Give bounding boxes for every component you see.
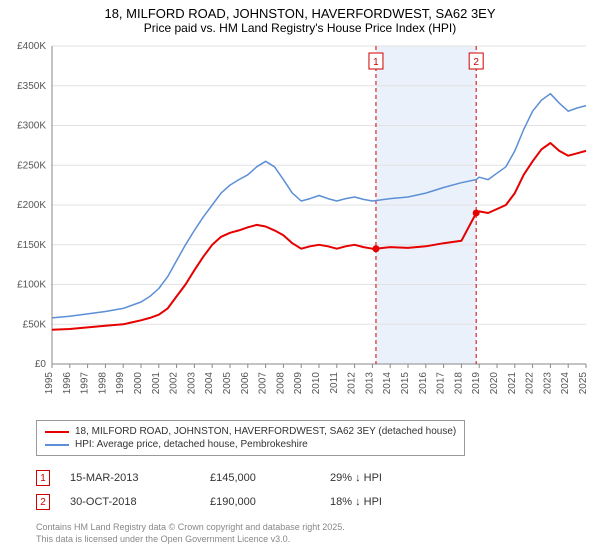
marker-badge-2: 2	[36, 494, 50, 510]
marker-badge-1: 1	[36, 470, 50, 486]
svg-text:2002: 2002	[169, 372, 180, 395]
chart-container: 18, MILFORD ROAD, JOHNSTON, HAVERFORDWES…	[0, 0, 600, 560]
svg-text:2003: 2003	[186, 372, 197, 395]
marker-row-1: 1 15-MAR-2013 £145,000 29% ↓ HPI	[36, 466, 430, 490]
svg-text:1997: 1997	[80, 372, 91, 395]
chart-svg: £0 £50K £100K £150K £200K £250K £300K £350K £400…	[0, 40, 600, 410]
svg-text:2024: 2024	[560, 372, 571, 395]
svg-text:2020: 2020	[489, 372, 500, 395]
svg-text:2019: 2019	[471, 372, 482, 395]
legend: 18, MILFORD ROAD, JOHNSTON, HAVERFORDWES…	[36, 420, 465, 456]
chart-area: £0 £50K £100K £150K £200K £250K £300K £350K £400…	[0, 40, 600, 410]
svg-text:2005: 2005	[222, 372, 233, 395]
svg-text:2015: 2015	[400, 372, 411, 395]
svg-text:1995: 1995	[44, 372, 55, 395]
svg-text:2022: 2022	[525, 372, 536, 395]
marker-pct-2: 18% ↓ HPI	[330, 496, 430, 508]
attribution: Contains HM Land Registry data © Crown c…	[36, 522, 345, 545]
legend-item-price-paid: 18, MILFORD ROAD, JOHNSTON, HAVERFORDWES…	[45, 425, 456, 438]
svg-text:2013: 2013	[364, 372, 375, 395]
svg-text:2000: 2000	[133, 372, 144, 395]
svg-text:2012: 2012	[347, 372, 358, 395]
marker-date-2: 30-OCT-2018	[70, 496, 210, 508]
legend-item-hpi: HPI: Average price, detached house, Pemb…	[45, 438, 456, 451]
marker-table: 1 15-MAR-2013 £145,000 29% ↓ HPI 2 30-OC…	[36, 466, 430, 514]
svg-text:£250K: £250K	[17, 160, 46, 171]
attribution-line1: Contains HM Land Registry data © Crown c…	[36, 522, 345, 534]
attribution-line2: This data is licensed under the Open Gov…	[36, 534, 345, 546]
svg-text:£150K: £150K	[17, 240, 46, 251]
svg-text:2023: 2023	[542, 372, 553, 395]
title-line1: 18, MILFORD ROAD, JOHNSTON, HAVERFORDWES…	[10, 6, 590, 21]
svg-text:£350K: £350K	[17, 81, 46, 92]
svg-text:2009: 2009	[293, 372, 304, 395]
svg-text:2004: 2004	[204, 372, 215, 395]
legend-label-hpi: HPI: Average price, detached house, Pemb…	[75, 439, 308, 450]
svg-text:2006: 2006	[240, 372, 251, 395]
svg-text:2014: 2014	[382, 372, 393, 395]
svg-text:1: 1	[373, 57, 379, 68]
svg-text:2008: 2008	[275, 372, 286, 395]
svg-text:1999: 1999	[115, 372, 126, 395]
svg-text:2018: 2018	[453, 372, 464, 395]
svg-text:2017: 2017	[436, 372, 447, 395]
legend-swatch-hpi	[45, 444, 69, 446]
svg-text:2007: 2007	[258, 372, 269, 395]
marker-date-1: 15-MAR-2013	[70, 472, 210, 484]
svg-text:2: 2	[473, 57, 479, 68]
title-line2: Price paid vs. HM Land Registry's House …	[10, 21, 590, 35]
svg-text:£50K: £50K	[23, 319, 47, 330]
svg-text:2010: 2010	[311, 372, 322, 395]
svg-text:2011: 2011	[329, 372, 340, 394]
legend-swatch-price-paid	[45, 431, 69, 433]
svg-text:1996: 1996	[62, 372, 73, 395]
svg-text:£0: £0	[35, 359, 47, 370]
legend-label-price-paid: 18, MILFORD ROAD, JOHNSTON, HAVERFORDWES…	[75, 426, 456, 437]
svg-text:2016: 2016	[418, 372, 429, 395]
svg-text:£300K: £300K	[17, 121, 46, 132]
svg-text:£100K: £100K	[17, 280, 46, 291]
marker-row-2: 2 30-OCT-2018 £190,000 18% ↓ HPI	[36, 490, 430, 514]
title-block: 18, MILFORD ROAD, JOHNSTON, HAVERFORDWES…	[0, 0, 600, 39]
svg-text:£400K: £400K	[17, 41, 46, 52]
marker-pct-1: 29% ↓ HPI	[330, 472, 430, 484]
svg-text:2025: 2025	[578, 372, 589, 395]
marker-price-1: £145,000	[210, 472, 330, 484]
svg-text:1998: 1998	[97, 372, 108, 395]
svg-text:£200K: £200K	[17, 200, 46, 211]
svg-text:2001: 2001	[151, 372, 162, 395]
svg-text:2021: 2021	[507, 372, 518, 395]
marker-price-2: £190,000	[210, 496, 330, 508]
